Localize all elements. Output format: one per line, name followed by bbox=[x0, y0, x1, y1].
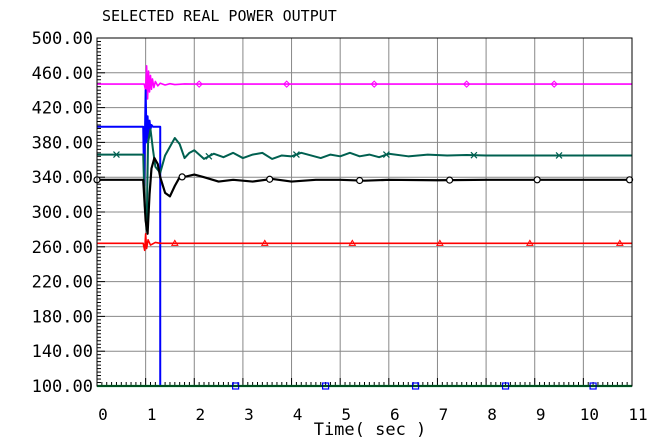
series-line-magenta bbox=[97, 65, 632, 100]
marker-diamond bbox=[462, 80, 471, 88]
x-tick-label: 4 bbox=[293, 405, 303, 424]
x-tick-label: 9 bbox=[536, 405, 546, 424]
x-axis-label: Time( sec ) bbox=[314, 420, 427, 438]
x-tick-label: 10 bbox=[580, 405, 599, 424]
y-tick-label: 460.00 bbox=[32, 64, 93, 84]
x-tick-label: 0 bbox=[98, 405, 108, 424]
marker-x bbox=[292, 151, 300, 159]
marker-triangle bbox=[525, 239, 534, 246]
marker-circle bbox=[625, 176, 634, 184]
y-tick-label: 140.00 bbox=[32, 342, 93, 362]
marker-triangle bbox=[348, 239, 357, 246]
y-tick-label: 180.00 bbox=[32, 307, 93, 327]
series-line-teal bbox=[97, 128, 632, 231]
grid bbox=[97, 38, 632, 386]
y-tick-label: 500.00 bbox=[32, 29, 93, 49]
x-tick-labels: 0 1 2 3 4 5 6 7 8 9 10 11 bbox=[98, 405, 647, 424]
x-tick-label: 5 bbox=[341, 405, 351, 424]
marker-circle bbox=[266, 175, 274, 183]
marker-triangle bbox=[260, 239, 269, 246]
plot-frame bbox=[96, 37, 633, 387]
y-tick-label: 300.00 bbox=[32, 203, 93, 223]
x-tick-label: 11 bbox=[628, 405, 647, 424]
series-line-red bbox=[97, 232, 632, 252]
series-layer bbox=[97, 65, 632, 388]
marker-triangle bbox=[615, 239, 624, 246]
y-tick-label: 380.00 bbox=[32, 133, 93, 153]
marker-x bbox=[470, 151, 478, 159]
marker-x bbox=[382, 151, 390, 159]
marker-circle bbox=[356, 176, 364, 185]
y-tick-label: 340.00 bbox=[32, 168, 93, 188]
marker-diamond bbox=[195, 80, 203, 88]
x-tick-label: 8 bbox=[487, 405, 497, 424]
y-tick-label: 100.00 bbox=[32, 377, 93, 397]
marker-x bbox=[555, 152, 563, 159]
x-tick-label: 2 bbox=[195, 405, 205, 424]
x-tick-label: 3 bbox=[244, 405, 254, 424]
marker-diamond bbox=[282, 80, 291, 88]
marker-triangle bbox=[170, 239, 179, 246]
series-line-blue bbox=[97, 89, 632, 387]
marker-circle bbox=[533, 176, 541, 184]
marker-circle bbox=[178, 173, 186, 181]
marker-diamond bbox=[550, 80, 558, 88]
y-tick-label: 260.00 bbox=[32, 238, 93, 258]
marker-circle bbox=[446, 176, 454, 184]
x-tick-label: 1 bbox=[147, 405, 157, 424]
y-tick-label: 420.00 bbox=[32, 99, 93, 119]
marker-diamond bbox=[370, 80, 378, 88]
markers-layer bbox=[93, 80, 634, 390]
marker-x bbox=[205, 152, 213, 160]
chart-title: SELECTED REAL POWER OUTPUT bbox=[102, 7, 337, 25]
y-tick-label: 220.00 bbox=[32, 273, 93, 293]
x-tick-label: 7 bbox=[439, 405, 449, 424]
marker-triangle bbox=[436, 239, 444, 246]
marker-x bbox=[113, 151, 120, 159]
series-line-black bbox=[97, 156, 632, 235]
y-tick-labels: 100.00 140.00 180.00 220.00 260.00 300.00 340.… bbox=[32, 29, 93, 397]
x-tick-label: 6 bbox=[390, 405, 400, 424]
